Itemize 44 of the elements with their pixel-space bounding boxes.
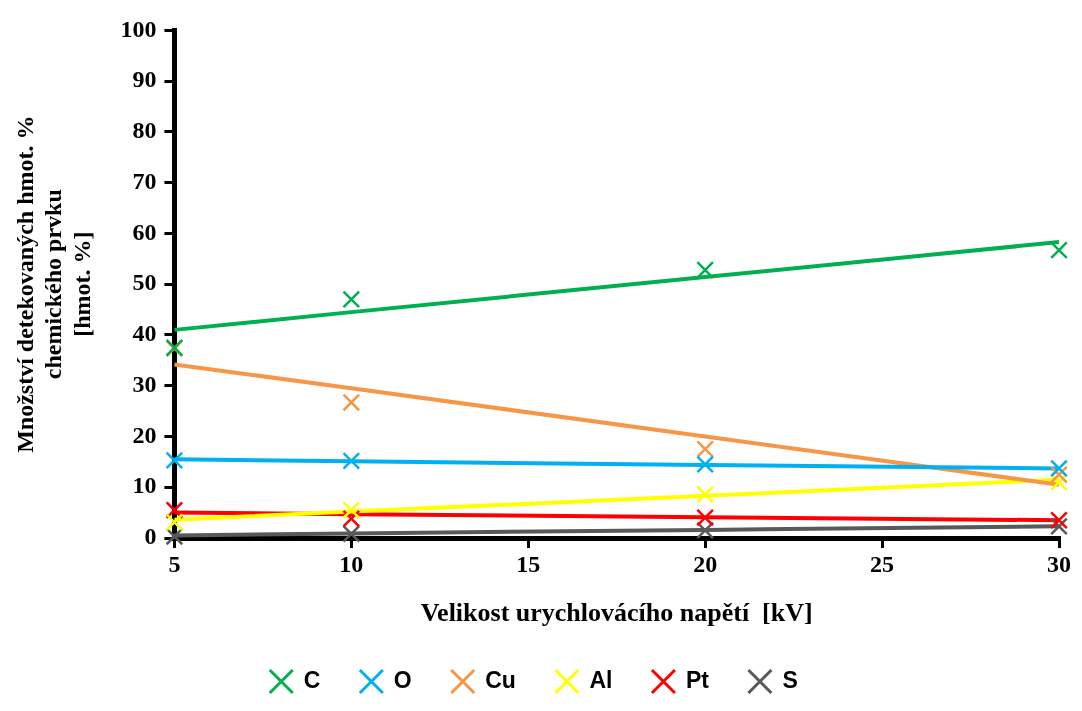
point: [1049, 241, 1069, 260]
point: [342, 524, 361, 543]
legend-label: Pt: [685, 666, 710, 693]
point: [342, 451, 361, 470]
y-tick-label: 50: [132, 269, 157, 296]
x-tick-label: 25: [870, 550, 895, 577]
point: [1049, 517, 1069, 536]
y-tick-label: 10: [132, 472, 157, 499]
legend-label: O: [393, 666, 412, 693]
point: [696, 485, 715, 504]
point: [696, 260, 715, 280]
y-tick-label: 0: [144, 523, 157, 550]
y-tick-label: 30: [132, 370, 157, 397]
y-tick-label: 40: [132, 320, 157, 347]
point: [696, 455, 715, 474]
point: [342, 501, 361, 520]
point: [165, 451, 184, 470]
x-tick-label: 30: [1047, 550, 1071, 577]
y-tick-label: 80: [132, 117, 157, 144]
x-tick-label: 5: [168, 550, 181, 577]
point: [165, 501, 184, 520]
point: [165, 513, 184, 532]
point: [1049, 459, 1069, 478]
x-tick-label: 20: [693, 550, 718, 577]
y-tick-label: 70: [132, 167, 157, 194]
x-axis-title: Velikost urychlovácího napětí [kV]: [420, 598, 813, 628]
point: [342, 509, 361, 528]
point: [165, 527, 184, 546]
x-tick-label: 15: [516, 550, 541, 577]
y-tick-label: 90: [132, 66, 157, 93]
point: [696, 508, 715, 527]
legend-label: Cu: [485, 666, 516, 693]
y-tick-label: 60: [132, 218, 157, 245]
legend-label: S: [782, 666, 798, 693]
y-tick-label: 20: [132, 421, 157, 448]
point: [342, 290, 361, 309]
point: [342, 393, 361, 412]
point: [1049, 511, 1069, 530]
y-tick-label: 100: [120, 15, 157, 42]
legend-label: Al: [589, 666, 613, 693]
x-tick-label: 10: [339, 550, 364, 577]
legend-label: C: [303, 666, 321, 693]
y-axis-title: Množství detekovaných hmot. % chemického prvku [hmot. %]: [11, 115, 96, 453]
point: [696, 440, 715, 459]
